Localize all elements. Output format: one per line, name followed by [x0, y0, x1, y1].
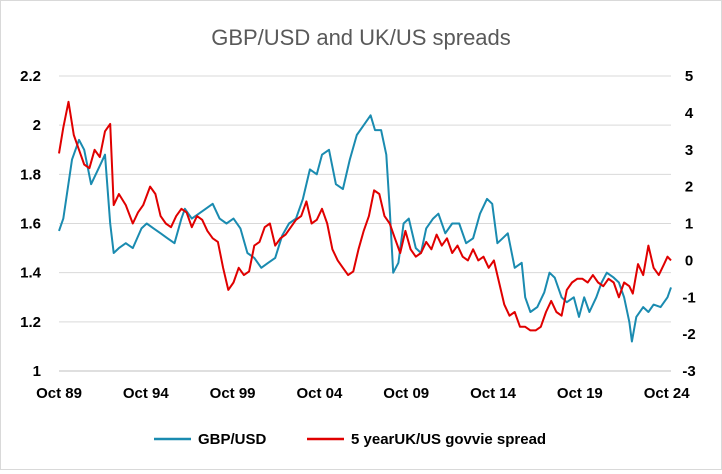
- left-tick-label: 2: [33, 117, 41, 134]
- x-tick-label: Oct 09: [383, 385, 429, 402]
- right-tick-label: -2: [682, 326, 695, 343]
- gridlines: [59, 75, 671, 372]
- left-tick-label: 1.6: [20, 216, 41, 233]
- x-tick-label: Oct 94: [123, 385, 170, 402]
- x-axis-ticks: Oct 89 Oct 94 Oct 99 Oct 04 Oct 09 Oct 14 Oct …: [36, 385, 690, 402]
- left-tick-label: 2.2: [20, 68, 41, 85]
- left-tick-label: 1.4: [20, 265, 42, 282]
- right-tick-label: 0: [685, 252, 693, 269]
- left-axis-ticks: 1 1.2 1.4 1.6 1.8 2 2.2: [20, 68, 42, 380]
- right-tick-label: 5: [685, 68, 693, 85]
- series-line-gbpusd: [58, 114, 672, 343]
- x-tick-label: Oct 19: [557, 385, 603, 402]
- right-tick-label: 4: [685, 105, 694, 122]
- left-tick-label: 1.8: [20, 166, 41, 183]
- x-tick-label: Oct 24: [644, 385, 691, 402]
- right-tick-label: 1: [685, 216, 693, 233]
- series-lines: [58, 100, 672, 343]
- x-tick-label: Oct 04: [296, 385, 343, 402]
- legend-label-gbpusd: GBP/USD: [198, 431, 267, 448]
- right-tick-label: -3: [682, 363, 695, 380]
- legend-label-spread: 5 yearUK/US govvie spread: [351, 431, 546, 448]
- x-tick-label: Oct 99: [210, 385, 256, 402]
- chart-title: GBP/USD and UK/US spreads: [211, 25, 511, 50]
- left-tick-label: 1.2: [20, 314, 41, 331]
- series-line-spread: [58, 100, 672, 332]
- right-tick-label: -1: [682, 289, 695, 306]
- left-tick-label: 1: [33, 363, 41, 380]
- right-tick-label: 3: [685, 142, 693, 159]
- x-tick-label: Oct 89: [36, 385, 82, 402]
- x-tick-label: Oct 14: [470, 385, 517, 402]
- right-tick-label: 2: [685, 179, 693, 196]
- right-axis-ticks: -3 -2 -1 0 1 2 3 4 5: [682, 68, 695, 380]
- legend: GBP/USD 5 yearUK/US govvie spread: [154, 431, 546, 448]
